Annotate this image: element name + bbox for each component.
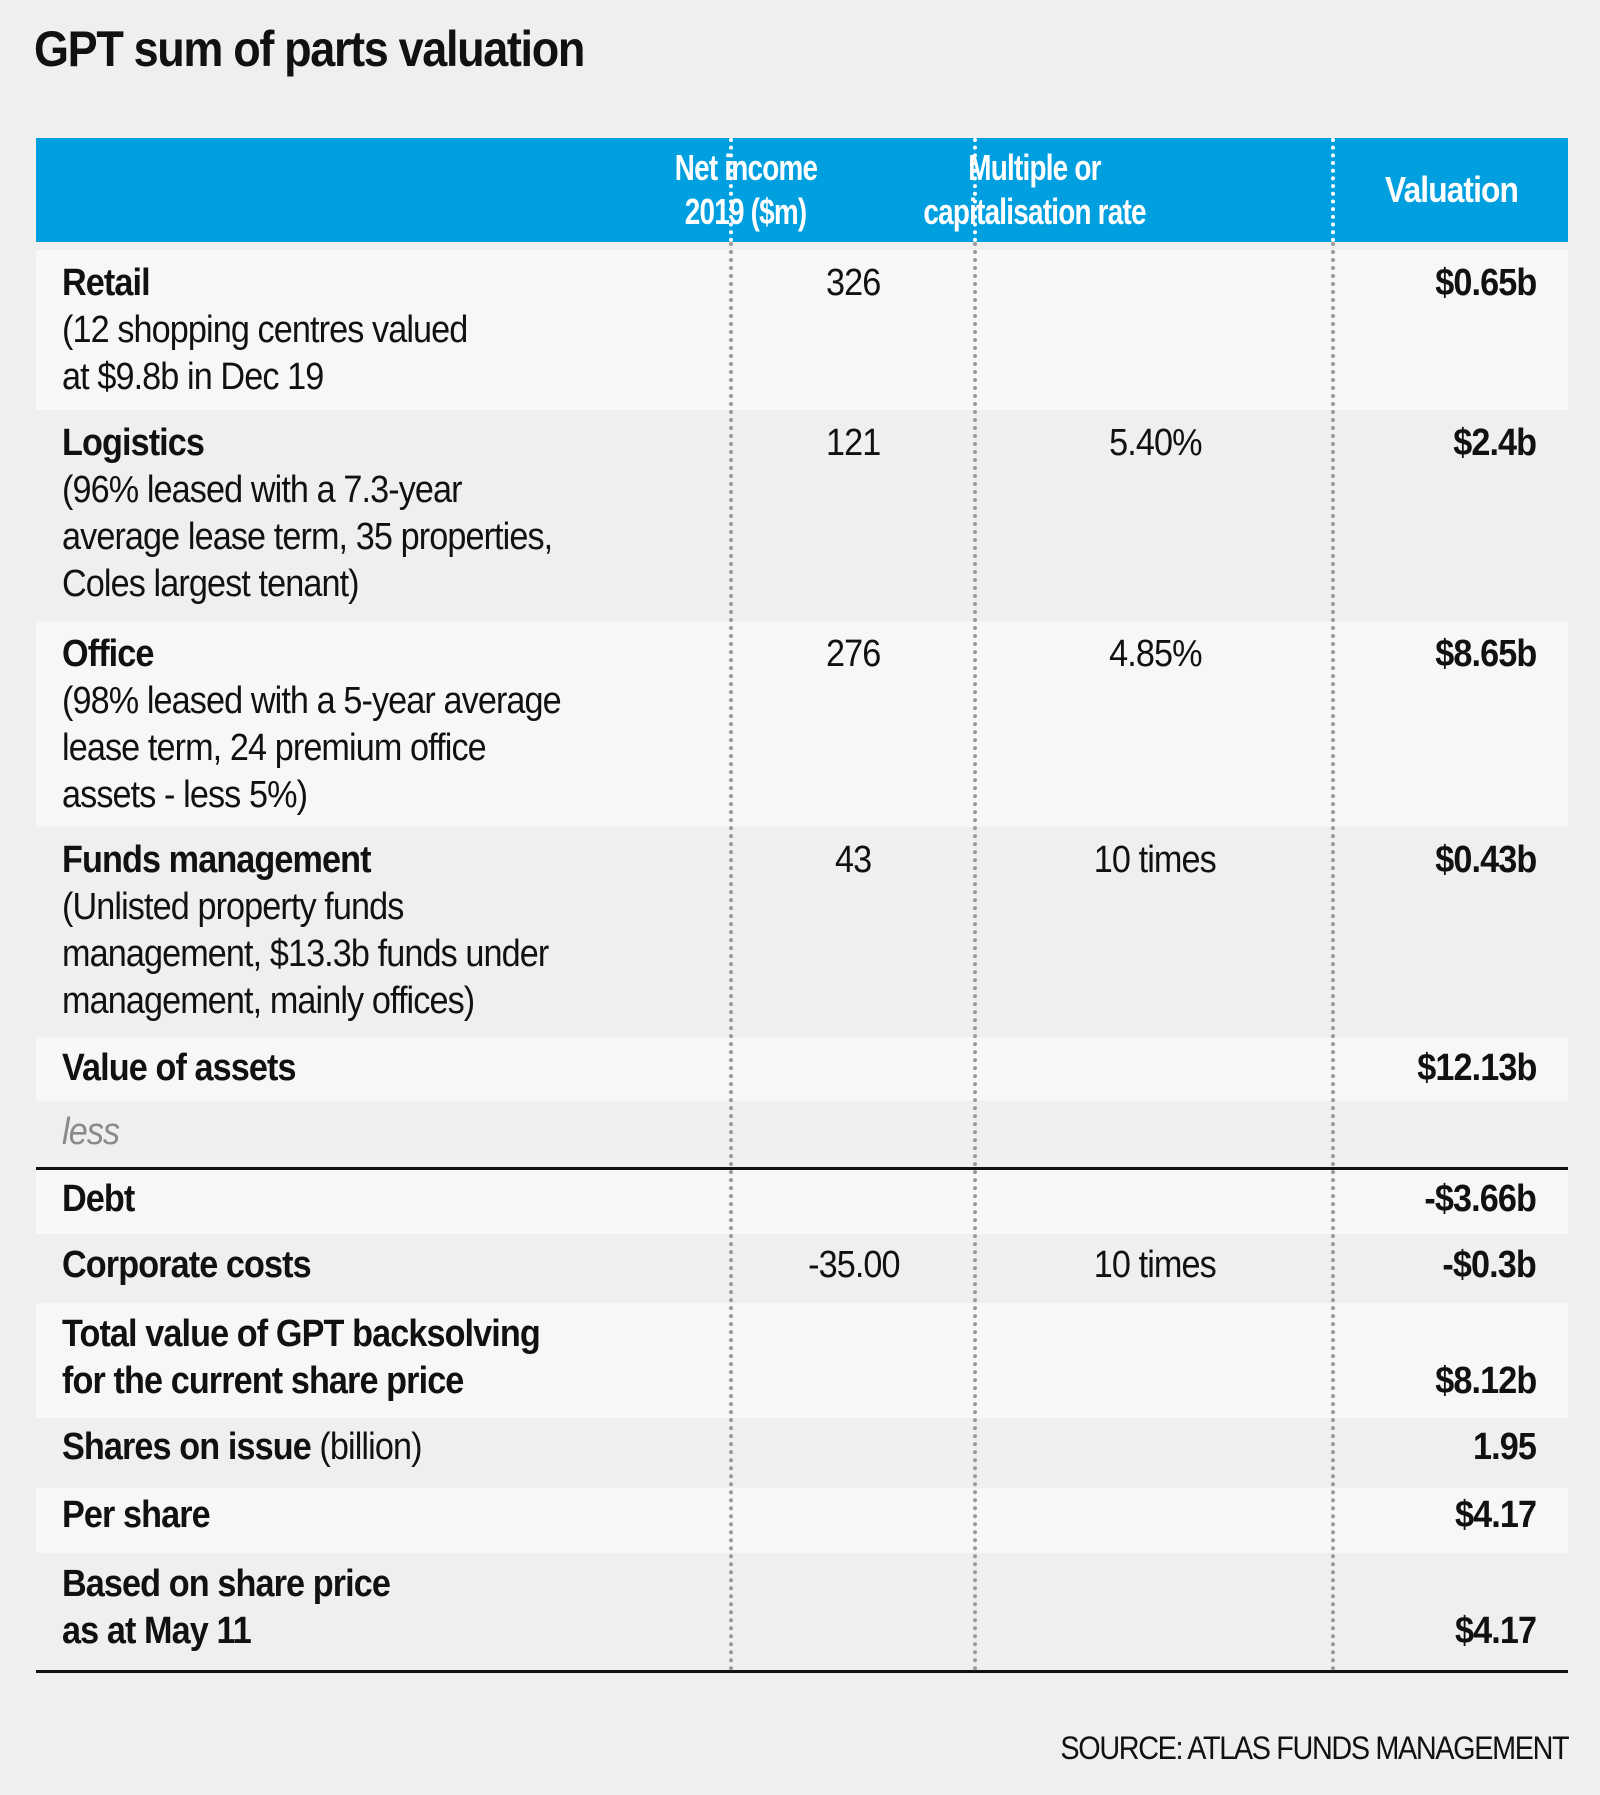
valuation-value: $8.12b <box>1434 1360 1537 1402</box>
table-bottom-rule <box>36 1670 1568 1673</box>
row-label-line: Based on share price <box>62 1563 391 1605</box>
row-label: Value of assets <box>62 1047 297 1089</box>
table-row-debt: Debt -$3.66b <box>36 1170 1568 1234</box>
row-description-line: management, mainly offices) <box>62 980 475 1022</box>
header-net-income-line2: 2019 ($m) <box>685 191 807 232</box>
header-valuation: Valuation <box>1336 138 1568 242</box>
row-label: Corporate costs <box>62 1244 312 1286</box>
header-multiple-line1: Multiple or <box>968 147 1102 188</box>
header-net-income-line1: Net income <box>674 147 818 188</box>
row-label: Funds management <box>62 839 372 881</box>
row-label-line: as at May 11 <box>62 1610 252 1652</box>
multiple-value: 5.40% <box>1108 422 1202 464</box>
row-label: Debt <box>62 1178 135 1220</box>
valuation-value: $2.4b <box>1453 422 1537 464</box>
table-row-per-share: Per share $4.17 <box>36 1488 1568 1553</box>
net-income-value: 326 <box>826 262 881 304</box>
table-row-funds-management: Funds management (Unlisted property fund… <box>36 827 1568 1037</box>
valuation-table: Net income 2019 ($m) Multiple or capitalis… <box>36 138 1568 1673</box>
row-label: Logistics <box>62 422 205 464</box>
row-description-line: management, $13.3b funds under <box>62 933 549 975</box>
valuation-value: $0.43b <box>1434 839 1537 881</box>
column-divider-header <box>1331 138 1335 242</box>
table-row-total-value: Total value of GPT backsolving for the c… <box>36 1303 1568 1418</box>
row-description-line: assets - less 5%) <box>62 774 308 816</box>
table-row-shares-on-issue: Shares on issue (billion) 1.95 <box>36 1418 1568 1488</box>
row-description-line: (12 shopping centres valued <box>62 309 468 351</box>
column-divider-header <box>973 138 977 242</box>
row-label-line: for the current share price <box>62 1360 464 1402</box>
header-net-income: Net income 2019 ($m) <box>641 138 851 242</box>
table-row-value-of-assets: Value of assets $12.13b <box>36 1037 1568 1101</box>
row-description-line: at $9.8b in Dec 19 <box>62 356 324 398</box>
row-label: Office <box>62 633 154 675</box>
row-label: Per share <box>62 1494 211 1536</box>
source-credit: SOURCE: ATLAS FUNDS MANAGEMENT <box>1060 1730 1569 1766</box>
row-description-line: average lease term, 35 properties, <box>62 516 553 558</box>
table-row-less: less <box>36 1101 1568 1167</box>
section-divider <box>36 1167 1568 1170</box>
valuation-value: -$0.3b <box>1442 1244 1537 1286</box>
row-label-line: Total value of GPT backsolving <box>62 1313 541 1355</box>
row-description-line: (Unlisted property funds <box>62 886 404 928</box>
row-label: Shares on issue <box>62 1426 312 1468</box>
header-gap <box>36 242 1568 250</box>
valuation-value: $0.65b <box>1434 262 1537 304</box>
table-row-corporate-costs: Corporate costs -35.00 10 times -$0.3b <box>36 1234 1568 1303</box>
table-header: Net income 2019 ($m) Multiple or capitalis… <box>36 138 1568 242</box>
header-multiple: Multiple or capitalisation rate <box>855 138 1215 242</box>
net-income-value: 276 <box>826 633 881 675</box>
row-description-line: Coles largest tenant) <box>62 563 360 605</box>
row-description-line: (96% leased with a 7.3-year <box>62 469 463 511</box>
column-divider-header <box>729 138 733 242</box>
table-row-logistics: Logistics (96% leased with a 7.3-year av… <box>36 410 1568 621</box>
valuation-value: $4.17 <box>1454 1610 1537 1652</box>
column-divider <box>973 242 977 1672</box>
header-valuation-label: Valuation <box>1385 169 1520 210</box>
valuation-value: 1.95 <box>1473 1426 1537 1468</box>
row-description-line: (98% leased with a 5-year average <box>62 680 562 722</box>
table-row-office: Office (98% leased with a 5-year average… <box>36 621 1568 827</box>
table-row-retail: Retail (12 shopping centres valued at $9… <box>36 250 1568 410</box>
multiple-value: 4.85% <box>1108 633 1202 675</box>
row-description-line: lease term, 24 premium office <box>62 727 487 769</box>
column-divider <box>729 242 733 1672</box>
header-multiple-line2: capitalisation rate <box>923 191 1147 232</box>
table-row-based-on-share-price: Based on share price as at May 11 $4.17 <box>36 1553 1568 1670</box>
valuation-value: $8.65b <box>1434 633 1537 675</box>
multiple-value: 10 times <box>1093 1244 1217 1286</box>
net-income-value: 43 <box>835 839 872 881</box>
net-income-value: -35.00 <box>807 1244 900 1286</box>
row-label-unit: (billion) <box>319 1426 422 1468</box>
page-title: GPT sum of parts valuation <box>34 21 585 77</box>
valuation-value: $12.13b <box>1416 1047 1537 1089</box>
column-divider <box>1331 242 1335 1672</box>
valuation-value: -$3.66b <box>1424 1178 1536 1220</box>
valuation-value: $4.17 <box>1454 1494 1537 1536</box>
row-label: Retail <box>62 262 151 304</box>
multiple-value: 10 times <box>1093 839 1217 881</box>
less-label: less <box>62 1111 120 1153</box>
net-income-value: 121 <box>826 422 881 464</box>
